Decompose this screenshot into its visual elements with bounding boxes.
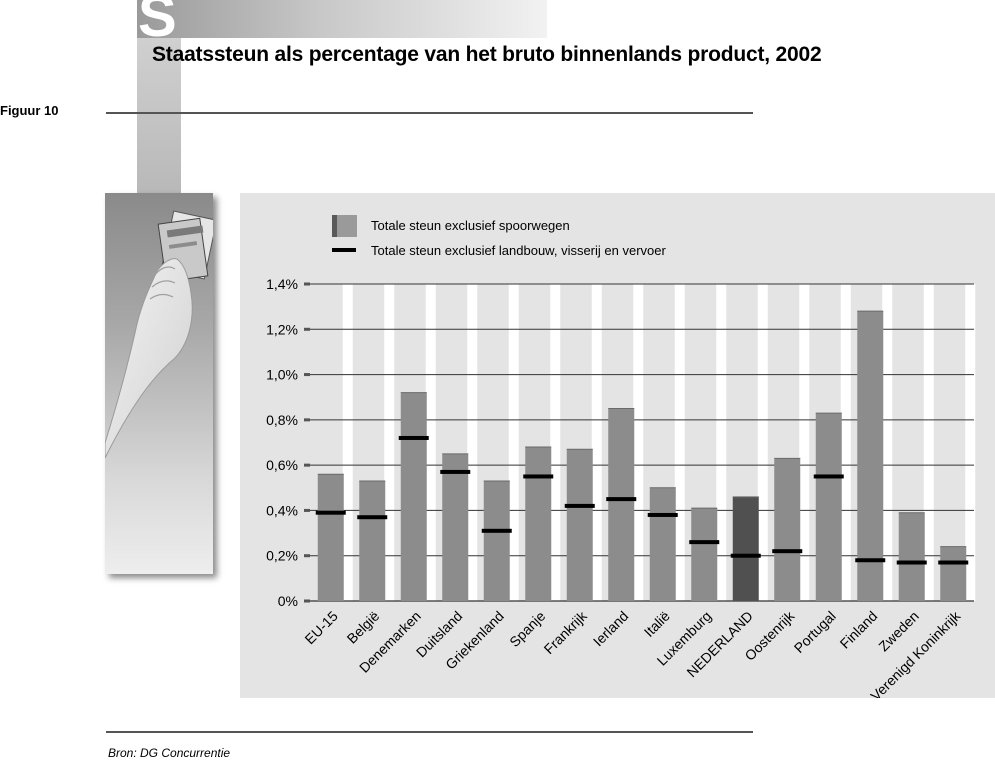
x-tick-label: Ierland	[590, 608, 632, 650]
marker	[772, 549, 803, 554]
marker	[689, 540, 720, 545]
finger-lines	[149, 266, 176, 300]
bar	[857, 311, 884, 601]
marker	[564, 503, 595, 508]
column-stripe	[674, 284, 685, 601]
legend-bar-swatch	[332, 215, 337, 237]
marker	[357, 515, 388, 520]
marker	[896, 560, 927, 565]
y-tick	[304, 418, 310, 422]
x-tick-label: Italië	[641, 608, 673, 640]
legend-label-bars: Totale steun exclusief spoorwegen	[371, 218, 570, 233]
bar	[732, 496, 759, 601]
column-stripe	[633, 284, 644, 601]
column-stripe	[840, 284, 851, 601]
bar	[940, 546, 967, 601]
marker	[938, 560, 969, 565]
marker	[315, 510, 346, 515]
marker	[730, 553, 761, 558]
section-letter: S	[138, 0, 177, 49]
header-stripe	[137, 38, 181, 195]
column-stripe	[508, 284, 519, 601]
page-title: Staatssteun als percentage van het bruto…	[152, 43, 822, 66]
y-tick-label: 0,8%	[266, 412, 298, 428]
bar	[317, 474, 344, 601]
column-stripe	[384, 284, 395, 601]
bar	[525, 447, 552, 601]
marker	[398, 435, 429, 440]
bars	[317, 310, 967, 601]
bar	[815, 413, 842, 601]
bar	[608, 408, 635, 601]
bar	[442, 453, 469, 601]
top-divider	[106, 112, 753, 114]
x-tick-label: Frankrijk	[541, 607, 591, 657]
hand-shape	[105, 258, 193, 459]
column-stripe	[757, 284, 768, 601]
column-stripe	[425, 284, 436, 601]
hand-illustration	[105, 210, 213, 459]
y-tick-label: 0,6%	[266, 457, 298, 473]
x-tick-label: Portugal	[791, 608, 839, 656]
header-band	[137, 0, 547, 38]
column-stripe	[882, 284, 893, 601]
figure-label: Figuur 10	[0, 103, 59, 118]
y-tick-label: 1,4%	[266, 276, 298, 292]
x-tick-label: België	[344, 608, 383, 647]
y-tick	[304, 282, 310, 286]
legend-marker-swatch	[332, 248, 356, 252]
y-tick	[304, 327, 310, 331]
bottom-divider	[106, 731, 753, 733]
bar	[400, 392, 427, 601]
y-tick	[304, 554, 310, 558]
bar	[691, 508, 718, 601]
column-stripe	[923, 284, 934, 601]
column-stripe	[799, 284, 810, 601]
x-tick-label: EU-15	[301, 608, 341, 648]
column-stripe	[716, 284, 727, 601]
marker	[606, 497, 637, 502]
marker	[813, 474, 844, 479]
bar	[774, 458, 801, 601]
chart-panel: Totale steun exclusief spoorwegen Totale…	[240, 193, 995, 704]
y-tick-label: 1,2%	[266, 321, 298, 337]
y-tick-label: 1,0%	[266, 367, 298, 383]
x-tick-label: Finland	[837, 608, 881, 652]
legend-bar-swatch-shade	[337, 215, 357, 237]
source-note: Bron: DG Concurrentie	[108, 746, 231, 760]
y-tick	[304, 373, 310, 377]
column-stripe	[550, 284, 561, 601]
marker	[440, 469, 471, 474]
marker	[481, 528, 512, 533]
y-tick	[304, 508, 310, 512]
marker	[855, 558, 886, 563]
bar	[359, 480, 386, 601]
y-tick-label: 0,2%	[266, 548, 298, 564]
bar	[898, 512, 925, 601]
bar	[566, 449, 593, 601]
legend-label-markers: Totale steun exclusief landbouw, visseri…	[371, 243, 666, 258]
marker	[523, 474, 554, 479]
marker	[647, 512, 678, 517]
column-stripe	[342, 284, 353, 601]
column-stripe	[591, 284, 602, 601]
bar	[649, 487, 676, 601]
bar-chart: Totale steun exclusief spoorwegen Totale…	[266, 215, 976, 704]
y-tick	[304, 599, 310, 603]
hand-with-money-image	[105, 193, 213, 574]
y-tick-label: 0%	[278, 593, 298, 609]
column-stripe	[467, 284, 478, 601]
column-stripe	[965, 284, 976, 601]
bar	[483, 480, 510, 601]
y-tick	[304, 463, 310, 467]
y-tick-label: 0,4%	[266, 502, 298, 518]
markers	[315, 435, 969, 565]
